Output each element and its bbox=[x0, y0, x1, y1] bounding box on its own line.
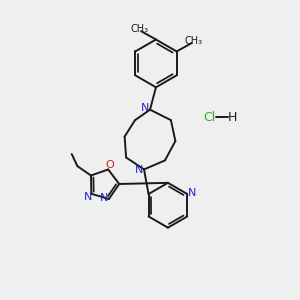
Text: O: O bbox=[105, 160, 114, 170]
Text: Cl: Cl bbox=[204, 111, 216, 124]
Text: N: N bbox=[188, 188, 196, 198]
Text: N: N bbox=[100, 194, 108, 203]
Text: CH₃: CH₃ bbox=[184, 36, 202, 46]
Text: N: N bbox=[134, 165, 143, 175]
Text: CH₃: CH₃ bbox=[130, 24, 148, 34]
Text: N: N bbox=[84, 192, 93, 202]
Text: H: H bbox=[227, 111, 237, 124]
Text: N: N bbox=[140, 103, 149, 113]
